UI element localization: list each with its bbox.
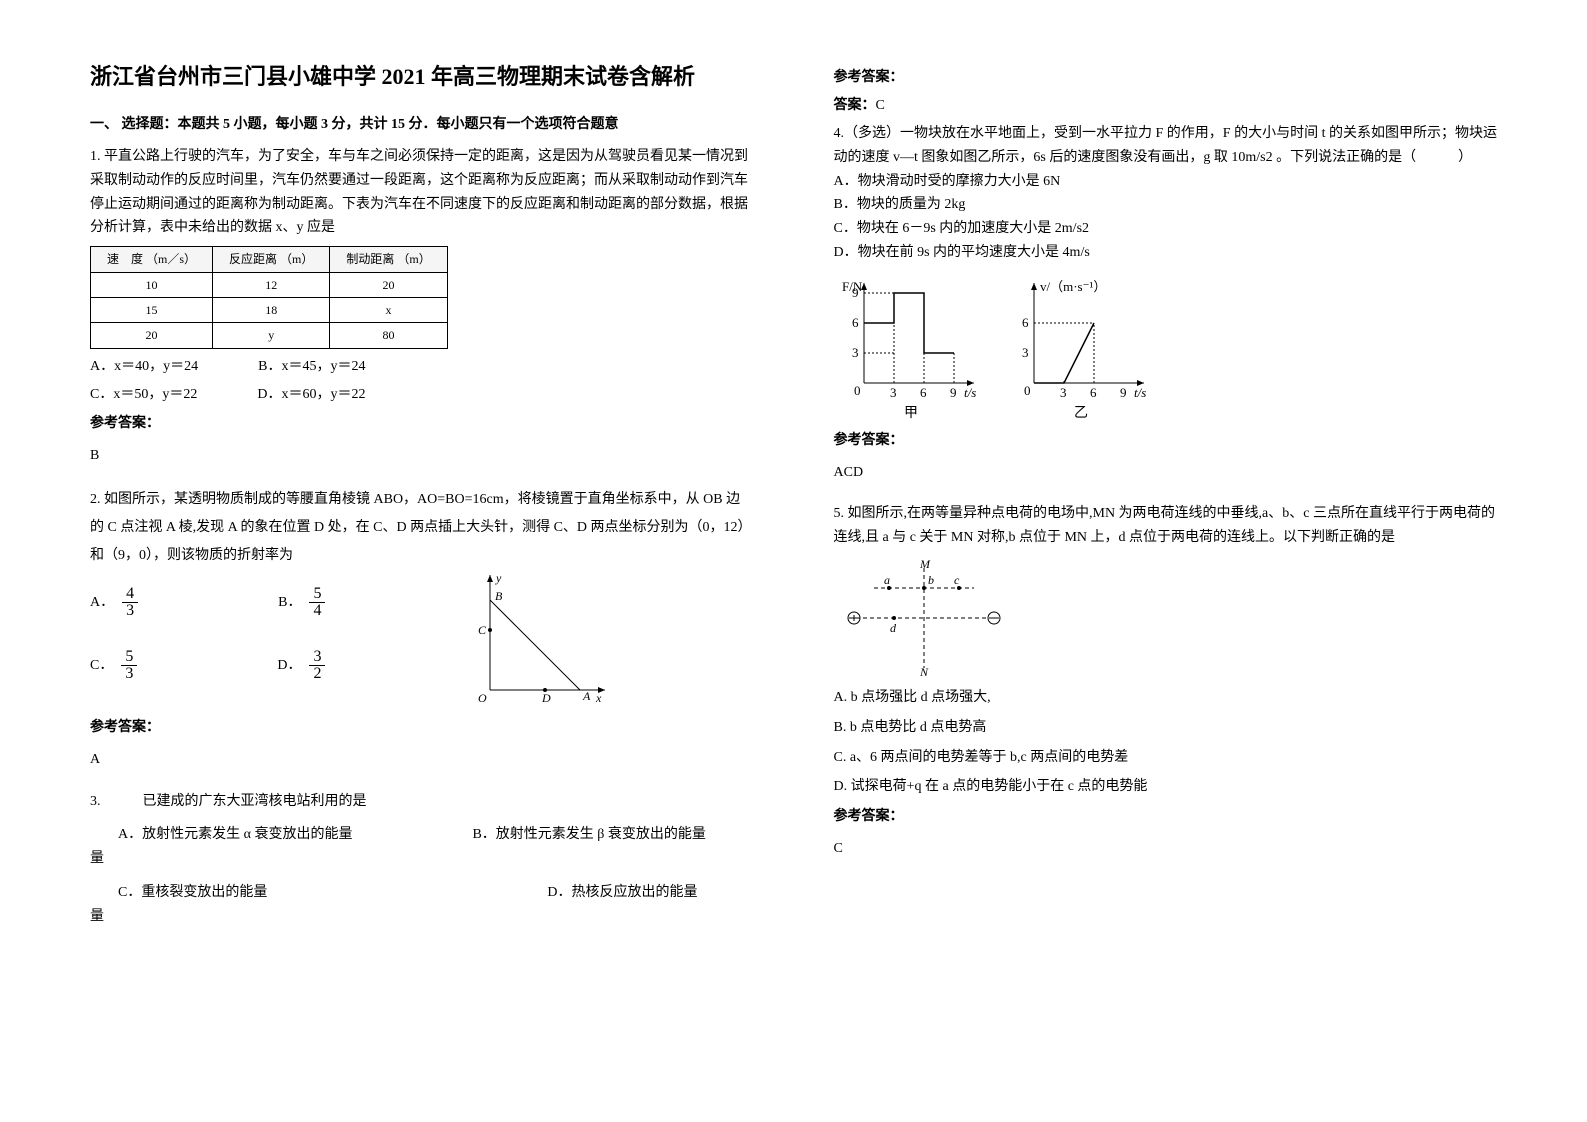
svg-text:9: 9 (1120, 385, 1127, 400)
q3-row2: C．重核裂变放出的能量 D．热核反应放出的能量 (90, 881, 754, 905)
q2-option-b: B． 5 4 (278, 586, 325, 619)
q4-text: 4.（多选）一物块放在水平地面上，受到一水平拉力 F 的作用，F 的大小与时间 … (834, 122, 1498, 170)
svg-text:b: b (928, 573, 934, 587)
q1-table: 速 度 （m／s） 反应距离 （m） 制动距离 （m） 10 12 20 15 … (90, 246, 448, 349)
svg-text:d: d (890, 621, 897, 635)
svg-text:6: 6 (1022, 315, 1029, 330)
document-title: 浙江省台州市三门县小雄中学 2021 年高三物理期末试卷含解析 (90, 60, 754, 93)
right-column: 参考答案： 答案：C 4.（多选）一物块放在水平地面上，受到一水平拉力 F 的作… (834, 60, 1498, 1062)
svg-text:3: 3 (1022, 345, 1029, 360)
svg-text:6: 6 (852, 315, 859, 330)
q3-option-b: B．放射性元素发生 β 衰变放出的能量 (472, 823, 705, 847)
q5-option-c: C. a、6 两点间的电势差等于 b,c 两点间的电势差 (834, 746, 1498, 770)
svg-text:6: 6 (1090, 385, 1097, 400)
svg-text:B: B (495, 589, 503, 603)
left-column: 浙江省台州市三门县小雄中学 2021 年高三物理期末试卷含解析 一、 选择题：本… (90, 60, 754, 1062)
svg-text:O: O (478, 691, 487, 705)
q1-answer: B (90, 444, 754, 468)
q3-option-a: A．放射性元素发生 α 衰变放出的能量 (90, 823, 352, 847)
section-header: 一、 选择题：本题共 5 小题，每小题 3 分，共计 15 分．每小题只有一个选… (90, 113, 754, 133)
table-row: 10 12 20 (91, 272, 448, 297)
q1-answer-label: 参考答案： (90, 412, 754, 436)
fraction-a: 4 3 (122, 586, 138, 619)
q3-answer-label: 参考答案： (834, 66, 1498, 86)
svg-text:A: A (582, 689, 591, 703)
th-brake: 制动距离 （m） (330, 247, 447, 272)
svg-text:t/s: t/s (1134, 385, 1146, 400)
svg-text:乙: 乙 (1074, 405, 1088, 421)
svg-text:t/s: t/s (964, 385, 976, 400)
svg-text:N: N (919, 665, 929, 678)
q1-options-row1: A．x＝40，y＝24 B．x＝45，y＝24 (90, 355, 754, 379)
q1-option-b: B．x＝45，y＝24 (258, 355, 365, 379)
q3-row1: A．放射性元素发生 α 衰变放出的能量 B．放射性元素发生 β 衰变放出的能量 (90, 823, 754, 847)
q2-options: A． 4 3 B． 5 4 C． 5 (90, 586, 440, 682)
svg-text:9: 9 (852, 285, 859, 300)
q3-answer: 答案：C (834, 94, 1498, 114)
q5-figure: M N a b c d (834, 558, 1014, 678)
fraction-d: 3 2 (309, 649, 325, 682)
question-5: 5. 如图所示,在两等量异种点电荷的电场中,MN 为两电荷连线的中垂线,a、b、… (834, 502, 1498, 868)
q1-options-row2: C．x＝50，y＝22 D．x＝60，y＝22 (90, 383, 754, 407)
fraction-b: 5 4 (309, 586, 325, 619)
question-3: 3. 已建成的广东大亚湾核电站利用的是 A．放射性元素发生 α 衰变放出的能量 … (90, 790, 754, 929)
svg-text:D: D (541, 691, 551, 705)
svg-text:y: y (495, 571, 502, 585)
q3-option-c: C．重核裂变放出的能量 (90, 881, 267, 905)
q4-answer: ACD (834, 461, 1498, 485)
svg-text:9: 9 (950, 385, 957, 400)
svg-text:0: 0 (854, 383, 861, 398)
svg-text:3: 3 (852, 345, 859, 360)
question-1: 1. 平直公路上行驶的汽车，为了安全，车与车之间必须保持一定的距离，这是因为从驾… (90, 145, 754, 476)
svg-text:c: c (954, 573, 960, 587)
svg-text:x: x (595, 691, 602, 705)
question-4: 4.（多选）一物块放在水平地面上，受到一水平拉力 F 的作用，F 的大小与时间 … (834, 122, 1498, 492)
q2-option-d: D． 3 2 (277, 649, 325, 682)
q3-text: 3. 已建成的广东大亚湾核电站利用的是 (90, 790, 754, 814)
q3-option-d: D．热核反应放出的能量 (547, 881, 697, 905)
q2-answer-label: 参考答案： (90, 716, 754, 740)
q2-text: 2. 如图所示，某透明物质制成的等腰直角棱镜 ABO，AO=BO=16cm，将棱… (90, 486, 754, 570)
q2-answer: A (90, 748, 754, 772)
table-row: 15 18 x (91, 297, 448, 322)
q3-liang2: 量 (90, 905, 754, 929)
q5-option-d: D. 试探电荷+q 在 a 点的电势能小于在 c 点的电势能 (834, 775, 1498, 799)
q5-text: 5. 如图所示,在两等量异种点电荷的电场中,MN 为两电荷连线的中垂线,a、b、… (834, 502, 1498, 550)
q4-option-a: A．物块滑动时受的摩擦力大小是 6N (834, 170, 1498, 194)
q4-option-d: D．物块在前 9s 内的平均速度大小是 4m/s (834, 241, 1498, 265)
svg-text:甲: 甲 (904, 406, 918, 421)
svg-text:v/（m·s⁻¹）: v/（m·s⁻¹） (1040, 279, 1106, 294)
q1-option-c: C．x＝50，y＝22 (90, 383, 197, 407)
svg-text:6: 6 (920, 385, 927, 400)
q2-figure: x y O A B C D (470, 570, 610, 710)
q2-option-c: C． 5 3 (90, 649, 137, 682)
table-row: 20 y 80 (91, 323, 448, 348)
q1-option-a: A．x＝40，y＝24 (90, 355, 198, 379)
q2-option-a: A． 4 3 (90, 586, 138, 619)
q1-text: 1. 平直公路上行驶的汽车，为了安全，车与车之间必须保持一定的距离，这是因为从驾… (90, 145, 754, 240)
q4-option-b: B．物块的质量为 2kg (834, 193, 1498, 217)
svg-text:3: 3 (1060, 385, 1067, 400)
q4-charts: F/N t/s 3 6 9 3 6 9 0 甲 (834, 273, 1174, 423)
question-2: 2. 如图所示，某透明物质制成的等腰直角棱镜 ABO，AO=BO=16cm，将棱… (90, 486, 754, 780)
q3-liang1: 量 (90, 847, 754, 871)
svg-text:3: 3 (890, 385, 897, 400)
q5-option-b: B. b 点电势比 d 点电势高 (834, 716, 1498, 740)
svg-text:0: 0 (1024, 383, 1031, 398)
svg-text:C: C (478, 623, 487, 637)
q4-option-c: C．物块在 6－9s 内的加速度大小是 2m/s2 (834, 217, 1498, 241)
q5-answer-label: 参考答案： (834, 805, 1498, 829)
th-speed: 速 度 （m／s） (91, 247, 213, 272)
svg-text:a: a (884, 573, 890, 587)
svg-text:M: M (919, 558, 931, 571)
q4-answer-label: 参考答案： (834, 429, 1498, 453)
q5-answer: C (834, 837, 1498, 861)
q1-option-d: D．x＝60，y＝22 (257, 383, 365, 407)
th-reaction: 反应距离 （m） (213, 247, 330, 272)
q5-option-a: A. b 点场强比 d 点场强大, (834, 686, 1498, 710)
fraction-c: 5 3 (121, 649, 137, 682)
table-header-row: 速 度 （m／s） 反应距离 （m） 制动距离 （m） (91, 247, 448, 272)
